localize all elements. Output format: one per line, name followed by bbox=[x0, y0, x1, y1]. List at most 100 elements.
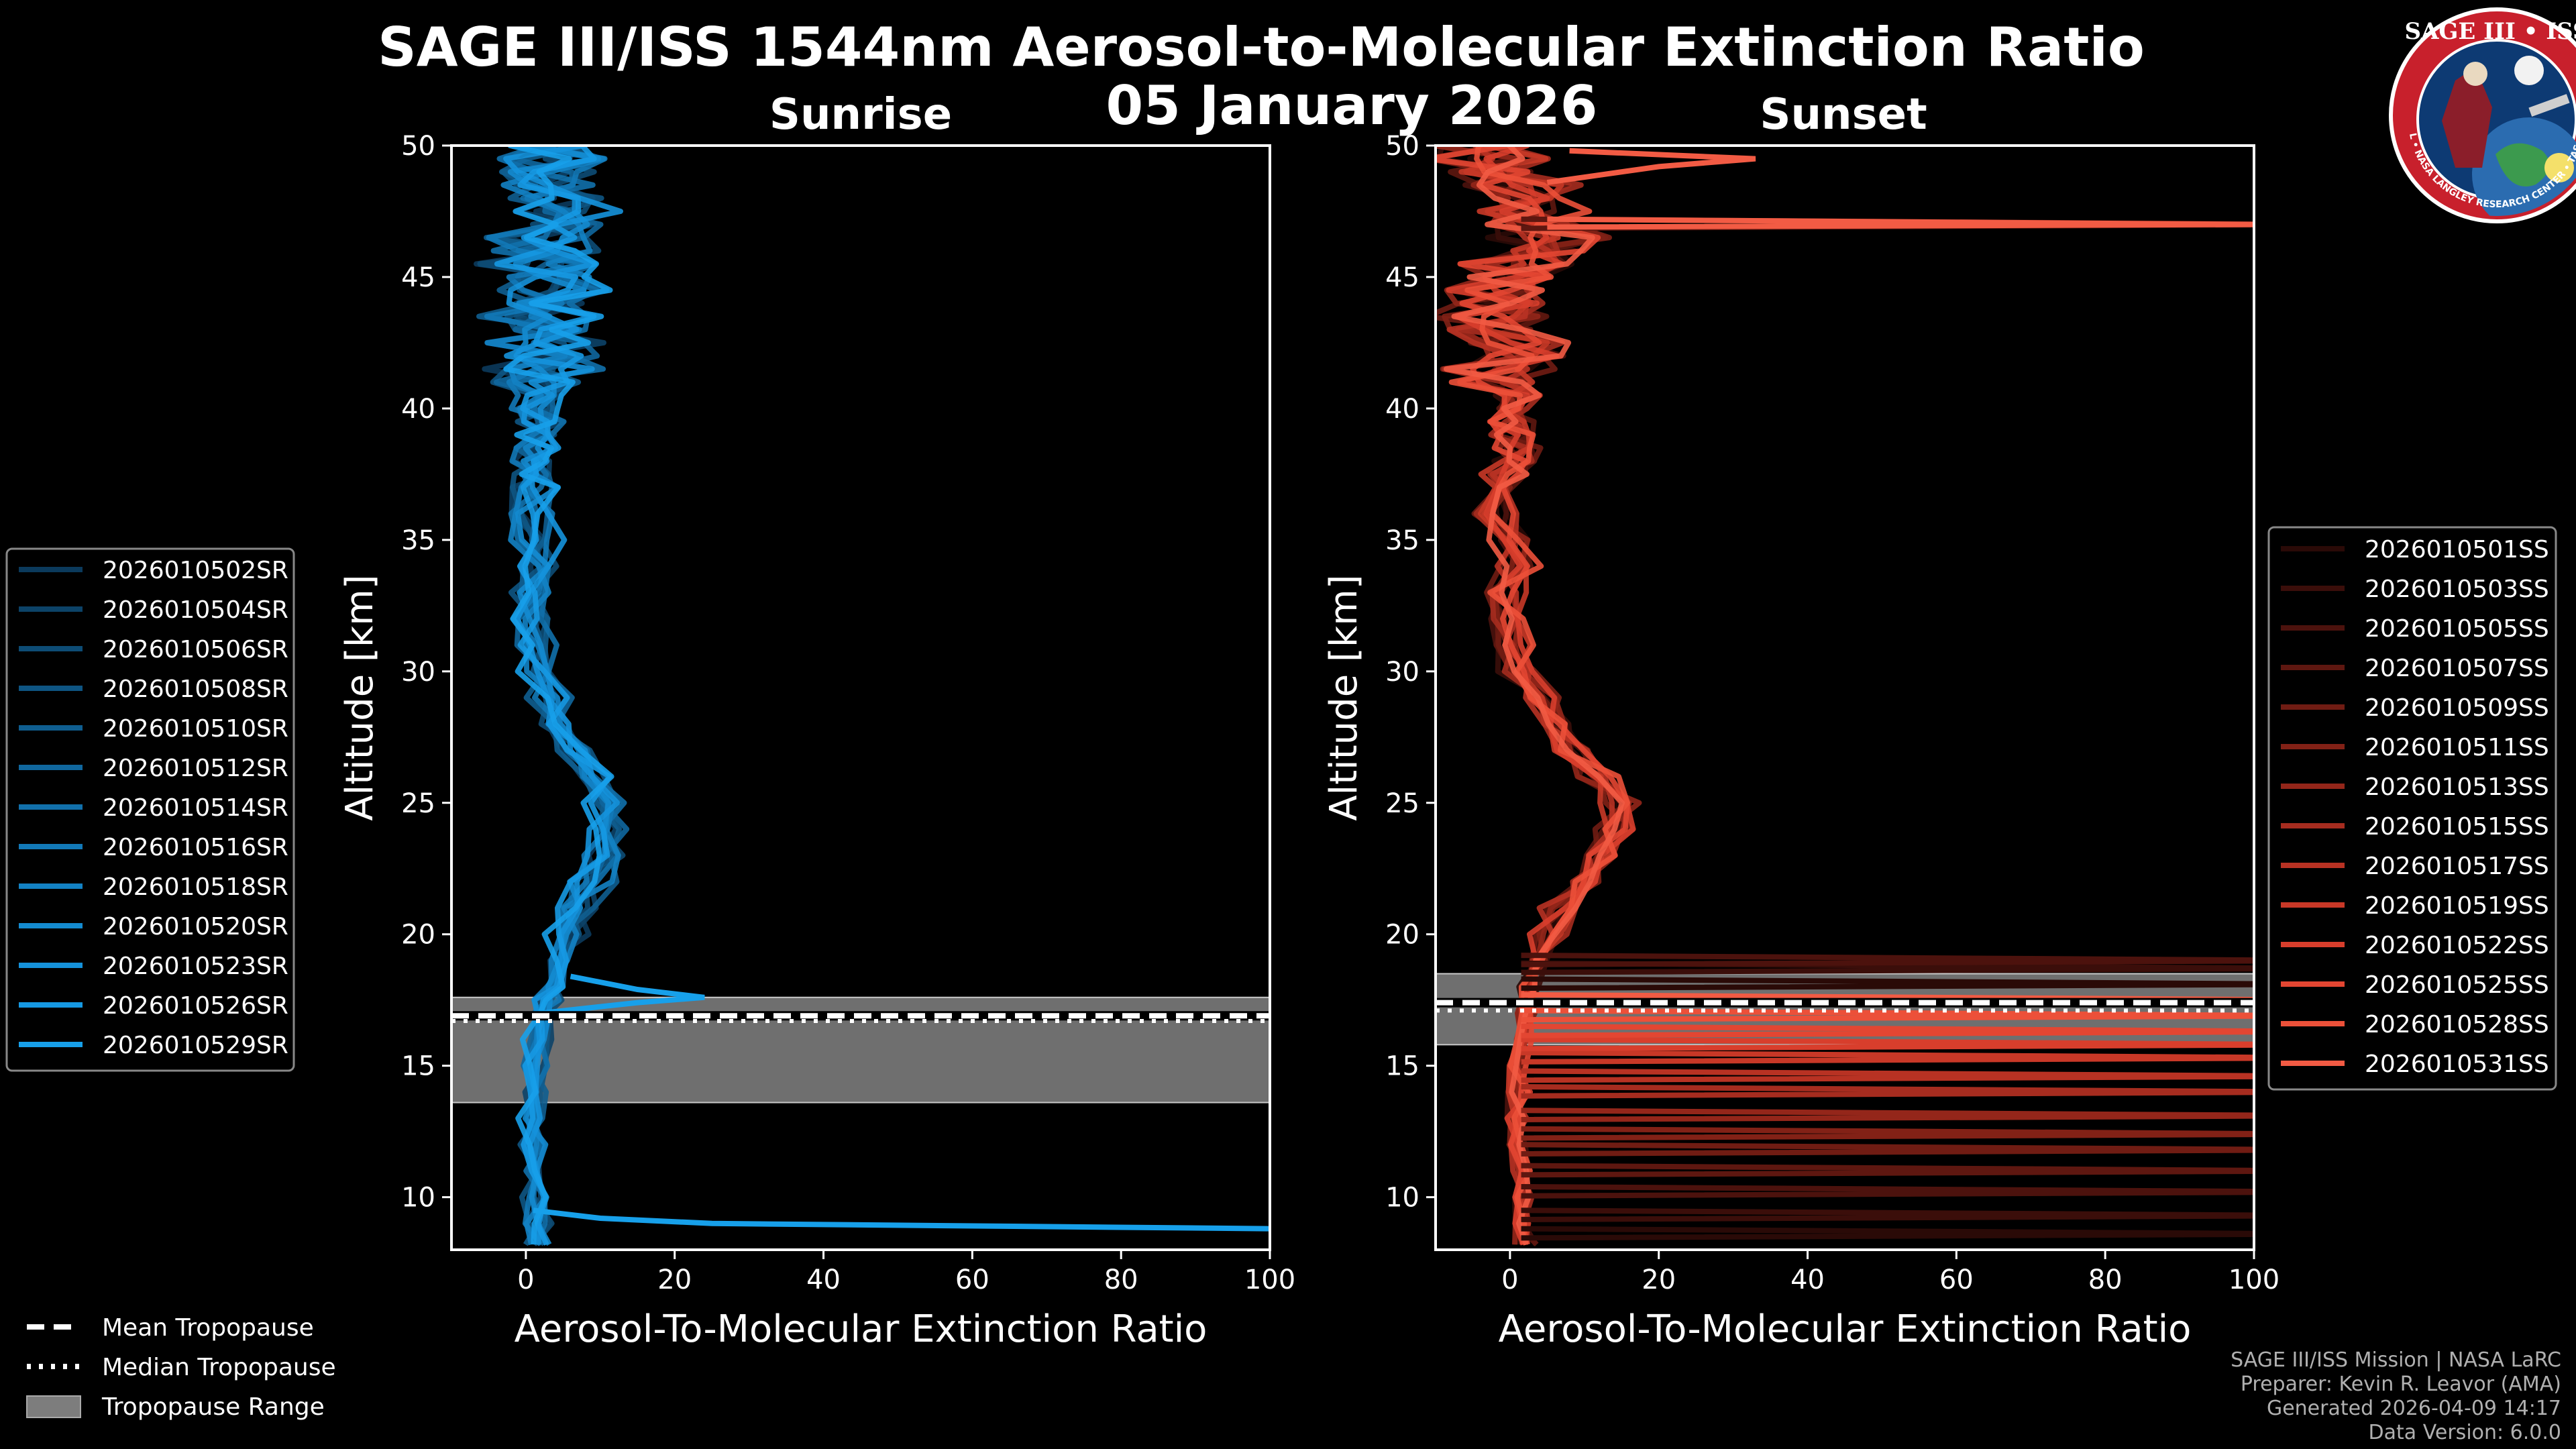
x-tick-label: 40 bbox=[806, 1265, 841, 1295]
legend-entry: 2026010516SR bbox=[103, 834, 288, 861]
profile-spike bbox=[1521, 1142, 2254, 1157]
x-tick-label: 60 bbox=[955, 1265, 989, 1295]
profile-spike bbox=[1521, 1163, 2254, 1178]
legend-entry: 2026010526SR bbox=[103, 992, 288, 1020]
legend-entry: 2026010507SS bbox=[2365, 655, 2549, 682]
y-tick-label: 40 bbox=[1385, 394, 1419, 425]
legend-entry: 2026010506SR bbox=[103, 636, 288, 663]
sunset-panel: 0 20 40 60 80 100 10 15 20 25 30 35 40 45 50 Aerosol-… bbox=[1322, 131, 2279, 1351]
profile-outlier bbox=[540, 973, 705, 1016]
sunset-axes-frame bbox=[1434, 144, 2255, 1251]
legend-entry: 2026010512SR bbox=[103, 755, 288, 782]
profile-spike bbox=[1521, 1023, 2254, 1038]
logo-moon bbox=[2514, 56, 2544, 85]
y-tick-label: 20 bbox=[401, 920, 435, 951]
sunrise-y-ticks: 10 15 20 25 30 35 40 45 50 bbox=[401, 131, 451, 1214]
legend-entry: 2026010508SR bbox=[103, 676, 288, 703]
legend-entry: 2026010522SS bbox=[2365, 932, 2549, 959]
legend-entry: 2026010525SS bbox=[2365, 971, 2549, 999]
legend-entry: 2026010511SS bbox=[2365, 734, 2549, 761]
legend-entry: 2026010510SR bbox=[103, 715, 288, 743]
tropopause-range-label: Tropopause Range bbox=[101, 1393, 325, 1421]
sunset-x-ticks: 0 20 40 60 80 100 bbox=[1501, 1250, 2279, 1295]
x-tick-label: 40 bbox=[1790, 1265, 1825, 1295]
y-tick-label: 40 bbox=[401, 394, 435, 425]
y-tick-label: 10 bbox=[1385, 1183, 1419, 1214]
sunset-x-axis-label: Aerosol-To-Molecular Extinction Ratio bbox=[1499, 1307, 2192, 1351]
credit-preparer: Preparer: Kevin R. Leavor (AMA) bbox=[2241, 1373, 2561, 1396]
legend-entry: 2026010502SR bbox=[103, 557, 288, 584]
sunset-profiles bbox=[1436, 146, 2254, 1247]
logo-artwork bbox=[2442, 56, 2576, 216]
sunrise-axes-frame bbox=[450, 144, 1271, 1251]
x-tick-label: 80 bbox=[1104, 1265, 1138, 1295]
sunset-panel-title: Sunset bbox=[1760, 90, 1927, 140]
credit-generated: Generated 2026-04-09 14:17 bbox=[2267, 1397, 2561, 1420]
logo-iss bbox=[2528, 94, 2570, 117]
profile-outlier bbox=[533, 1208, 1270, 1232]
sunset-legend: 2026010501SS 2026010503SS 2026010505SS 2026… bbox=[2267, 526, 2557, 1091]
x-tick-label: 80 bbox=[2088, 1265, 2123, 1295]
credits: SAGE III/ISS Mission | NASA LaRC Prepare… bbox=[2231, 1348, 2561, 1444]
credit-mission: SAGE III/ISS Mission | NASA LaRC bbox=[2231, 1348, 2561, 1372]
legend-entry: 2026010504SR bbox=[103, 596, 288, 624]
y-tick-label: 50 bbox=[1385, 131, 1419, 162]
y-tick-label: 15 bbox=[401, 1051, 435, 1082]
y-tick-label: 30 bbox=[1385, 657, 1419, 688]
legend-entry: 2026010519SS bbox=[2365, 892, 2549, 920]
tropopause-legend: Mean Tropopause Median Tropopause Tropop… bbox=[26, 1314, 336, 1421]
legend-entry: 2026010517SS bbox=[2365, 853, 2549, 880]
legend-entry: 2026010528SS bbox=[2365, 1011, 2549, 1038]
sunrise-panel-title: Sunrise bbox=[769, 90, 952, 140]
profile-spike bbox=[1521, 1068, 2254, 1083]
y-tick-label: 50 bbox=[401, 131, 435, 162]
legend-entry: 2026010503SS bbox=[2365, 576, 2549, 603]
profile-spike bbox=[1521, 1108, 2254, 1123]
x-tick-label: 0 bbox=[517, 1265, 534, 1295]
y-tick-label: 30 bbox=[401, 657, 435, 688]
sunset-legend-box bbox=[2267, 526, 2557, 1091]
profile-outlier bbox=[1546, 148, 1756, 185]
legend-entry: 2026010523SR bbox=[103, 953, 288, 980]
sunset-y-axis-label: Altitude [km] bbox=[1322, 574, 1366, 820]
x-tick-label: 100 bbox=[2229, 1265, 2279, 1295]
y-tick-label: 25 bbox=[401, 788, 435, 819]
y-tick-label: 45 bbox=[1385, 262, 1419, 293]
profile-spike bbox=[1521, 1084, 2254, 1099]
logo-figure-robe bbox=[2442, 67, 2492, 168]
legend-entry: 2026010518SR bbox=[103, 873, 288, 901]
x-tick-label: 20 bbox=[657, 1265, 692, 1295]
legend-entry: 2026010509SS bbox=[2365, 694, 2549, 722]
tropopause-range-swatch bbox=[26, 1395, 81, 1418]
y-tick-label: 10 bbox=[401, 1183, 435, 1214]
y-tick-label: 15 bbox=[1385, 1051, 1419, 1082]
legend-entry: 2026010531SS bbox=[2365, 1051, 2549, 1078]
logo-continent bbox=[2496, 143, 2550, 186]
profile-spike bbox=[1521, 1036, 2254, 1052]
mean-tropopause-label: Mean Tropopause bbox=[102, 1314, 314, 1342]
sunrise-y-axis-label: Altitude [km] bbox=[338, 574, 382, 820]
sunrise-x-ticks: 0 20 40 60 80 100 bbox=[517, 1250, 1295, 1295]
profile-line bbox=[503, 146, 614, 1245]
median-tropopause-label: Median Tropopause bbox=[102, 1354, 336, 1381]
figure-title: SAGE III/ISS 1544nm Aerosol-to-Molecular… bbox=[378, 16, 2145, 78]
legend-entry: 2026010501SS bbox=[2365, 536, 2549, 564]
profile-spike bbox=[1521, 1050, 2254, 1065]
sunrise-profiles bbox=[451, 146, 1270, 1246]
x-tick-label: 60 bbox=[1939, 1265, 1974, 1295]
profile-line bbox=[507, 146, 612, 1246]
profile-spike bbox=[1521, 1226, 2254, 1241]
sunrise-panel: 0 20 40 60 80 100 10 15 20 25 30 35 40 45 50 Aerosol-… bbox=[338, 131, 1295, 1351]
logo-figure-head bbox=[2463, 62, 2487, 86]
x-tick-label: 20 bbox=[1642, 1265, 1676, 1295]
profile-spike bbox=[1521, 1183, 2254, 1199]
profile-spike bbox=[1521, 1008, 2254, 1023]
sunrise-x-axis-label: Aerosol-To-Molecular Extinction Ratio bbox=[515, 1307, 1208, 1351]
y-tick-label: 35 bbox=[1385, 525, 1419, 556]
legend-entry: 2026010513SS bbox=[2365, 773, 2549, 801]
figure-date: 05 January 2026 bbox=[1106, 74, 1598, 137]
y-tick-label: 35 bbox=[401, 525, 435, 556]
legend-entry: 2026010515SS bbox=[2365, 813, 2549, 841]
sunset-y-ticks: 10 15 20 25 30 35 40 45 50 bbox=[1385, 131, 1436, 1214]
profile-line bbox=[503, 146, 623, 1245]
